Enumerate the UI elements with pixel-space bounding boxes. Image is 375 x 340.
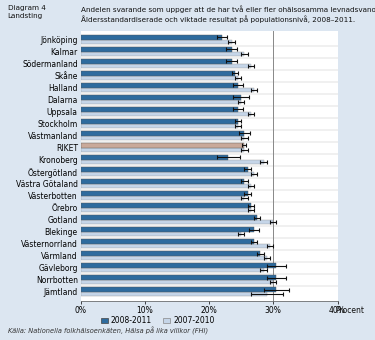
Bar [81,232,241,236]
Bar [81,47,231,52]
Bar [81,215,257,220]
Bar [81,83,238,88]
Text: Diagram 4
Landsting: Diagram 4 Landsting [8,5,45,19]
Bar [81,251,260,256]
Bar [81,287,276,292]
Bar [81,179,245,184]
Bar [81,275,276,280]
Bar [81,191,248,196]
Bar [81,76,238,80]
Bar [81,239,254,244]
Text: Andelen svarande som uppger att de har två eller fler ohälsosamma levnadsvanor.
: Andelen svarande som uppger att de har t… [81,5,375,23]
Bar [81,100,241,104]
Bar [81,208,251,212]
Bar [81,172,254,176]
Bar [81,52,245,56]
Bar [81,95,241,100]
Bar [81,256,267,260]
Bar [81,227,254,232]
Bar [81,155,228,160]
Text: Källa: Nationella folkhälsoenkäten, Hälsa på lika villkor (FHI): Källa: Nationella folkhälsoenkäten, Häls… [8,327,208,335]
Bar [81,71,235,75]
Bar [81,184,251,188]
Bar [81,160,264,164]
Bar [81,40,231,44]
Bar [81,35,222,40]
Bar [81,203,251,208]
Bar [81,280,273,285]
Bar [81,112,251,116]
Bar [81,268,264,272]
Bar [81,119,238,124]
Bar [81,143,245,148]
Bar [81,131,245,136]
Bar [81,59,231,64]
Text: Procent: Procent [335,306,364,315]
Bar [81,167,248,172]
Bar [81,292,267,296]
Bar [81,244,270,249]
Bar [81,220,273,224]
Bar [81,107,238,112]
Bar [81,88,254,92]
Bar [81,124,238,128]
Bar [81,64,251,68]
Bar [81,196,245,200]
Bar [81,263,276,268]
Bar [81,136,245,140]
Legend: 2008-2011, 2007-2010: 2008-2011, 2007-2010 [98,313,218,328]
Bar [81,148,245,152]
